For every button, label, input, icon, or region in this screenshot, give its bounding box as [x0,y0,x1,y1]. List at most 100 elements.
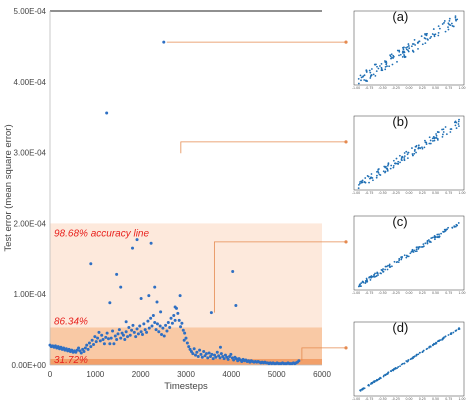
subplot-point [376,378,379,381]
subplot-point [405,46,407,49]
subplot-point [438,27,441,30]
error-point [221,355,225,359]
subplot-point [433,33,436,36]
subplot-tick-label: 0.00 [405,291,412,295]
error-point [135,238,139,242]
error-point [74,350,78,354]
subplot-point [441,135,444,138]
subplot-point [417,47,419,50]
subplot-point [433,139,436,142]
subplot-connectors [166,40,348,361]
error-point [83,346,87,350]
error-point [176,311,180,315]
subplot-point [365,281,367,283]
error-point [155,300,159,304]
subplot-connector [213,241,346,313]
subplot-point [398,54,400,57]
error-point [104,335,108,339]
subplot-point [422,245,425,248]
subplot-point [374,272,376,275]
subplot-point [421,147,424,150]
error-point [130,328,134,332]
subplot-point [439,339,442,341]
error-point [117,328,121,332]
subplot-point [407,151,410,154]
subplot-point [415,246,418,249]
subplot-point [398,259,401,262]
error-point [189,350,193,354]
connector-dot [344,140,348,144]
subplot-point [417,42,419,44]
subplot-point [403,159,406,162]
y-tick-label: 4.00E-04 [14,78,47,87]
subplot-point [371,177,374,179]
error-point [150,324,154,328]
x-tick-label: 3000 [177,370,195,379]
error-point [209,311,213,315]
error-point [185,341,189,345]
subplot-point [418,40,421,43]
subplot-point [415,248,418,251]
subplot-point [443,20,446,22]
subplot-point [363,79,366,81]
error-point [85,343,89,347]
error-point [59,345,63,349]
subplot-point [424,141,427,144]
subplot-point [412,154,414,157]
subplot-point [428,142,431,145]
subplot-point [403,157,406,159]
error-point [168,325,172,329]
subplot-point [396,49,399,52]
subplot-tick-label: 0.75 [445,397,452,401]
subplot-label: (a) [392,9,408,24]
error-point [151,313,155,317]
error-point [214,355,218,359]
error-point [132,330,136,334]
error-point [195,350,199,354]
subplot-point [407,43,410,45]
x-axis-label: Timesteps [164,381,208,392]
subplot-axes-frame [353,10,465,86]
subplot-point [391,265,393,268]
subplot-tick-label: 0.00 [405,397,412,401]
accuracy-bands [50,223,322,365]
error-point [204,352,208,356]
subplot-point [393,368,396,370]
subplot-point [454,124,457,127]
subplot-point [449,128,452,131]
subplot-point [402,48,405,51]
error-point [124,320,128,324]
error-point [165,329,169,333]
subplot-point [431,33,434,35]
subplot-point [446,228,448,231]
subplot-point [403,54,405,56]
error-point [89,262,93,266]
subplot-point [370,173,373,175]
subplot-point [388,263,391,266]
error-point [100,333,104,337]
subplot-point [382,270,384,273]
subplot-point [422,243,425,245]
subplot-point [369,71,372,74]
error-point [177,318,181,322]
subplot-point [428,136,431,139]
subplot-point [414,250,417,253]
x-tick-label: 0 [48,370,53,379]
subplot-point [367,384,370,387]
subplot-point [397,163,400,165]
subplot-point [455,223,458,226]
subplot-point [420,246,422,248]
subplot-point [379,65,381,67]
error-point [213,353,217,357]
subplot-point [380,272,382,275]
error-point [229,352,233,356]
subplot-point [360,79,362,82]
subplot-point [442,131,445,133]
subplot-point [434,342,437,345]
subplot-point [451,25,454,27]
subplot-tick-label: 0.25 [419,397,426,401]
subplot-point [405,256,408,259]
subplot-point [413,249,416,252]
subplot-point [386,372,389,375]
